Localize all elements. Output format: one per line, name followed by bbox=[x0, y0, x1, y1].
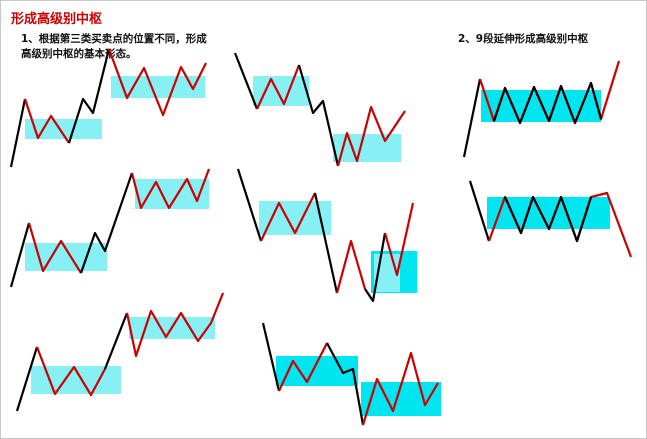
trend-segment-up bbox=[107, 48, 207, 117]
pattern-5 bbox=[15, 292, 225, 412]
pattern-1 bbox=[9, 48, 207, 168]
trend-segment-down bbox=[9, 222, 31, 288]
pattern-2 bbox=[233, 52, 406, 167]
note-basic-forms-line1: 1、根据第三类买卖点的位置不同，形成 bbox=[21, 33, 207, 45]
trend-segment-down bbox=[364, 232, 387, 303]
trend-segment-down bbox=[297, 64, 340, 167]
pattern-6 bbox=[261, 322, 441, 426]
pattern-nine-segment-up bbox=[462, 60, 621, 158]
trend-segment-down bbox=[79, 172, 134, 274]
trend-segment-down bbox=[462, 78, 482, 158]
trend-segment-up bbox=[23, 98, 70, 144]
trend-segment-up bbox=[35, 346, 106, 397]
segment-connector bbox=[503, 195, 593, 243]
trend-segment-up bbox=[336, 105, 406, 167]
trend-segment-up bbox=[383, 202, 415, 277]
pivot-zone bbox=[487, 197, 610, 229]
trend-segment-up bbox=[130, 168, 211, 210]
trend-segment-down bbox=[103, 312, 129, 370]
trend-segment-up bbox=[260, 192, 316, 242]
pivot-zone bbox=[111, 76, 205, 98]
diagram-title: 形成高级别中枢 bbox=[11, 12, 103, 27]
trend-segment-up bbox=[256, 64, 301, 110]
trend-segment-down bbox=[9, 98, 27, 168]
trend-segment-up bbox=[125, 292, 225, 358]
trend-segment-down bbox=[236, 168, 263, 242]
trend-segment-down bbox=[313, 192, 339, 294]
trend-segment-down bbox=[261, 322, 281, 392]
trend-segment-down bbox=[233, 52, 259, 110]
pattern-3 bbox=[9, 168, 211, 288]
trend-segment-up bbox=[361, 351, 439, 426]
trend-segment-up bbox=[278, 342, 328, 392]
trend-segment-up bbox=[335, 239, 367, 294]
trend-segment-down bbox=[67, 48, 111, 144]
trend-segment-down bbox=[326, 342, 365, 426]
pivot-zone bbox=[25, 119, 102, 139]
note-nine-segment: 2、9段延伸形成高级别中枢 bbox=[458, 33, 589, 45]
trend-segment-up bbox=[27, 222, 82, 274]
trend-segment-down bbox=[15, 346, 39, 412]
segment-connector bbox=[492, 81, 603, 125]
pattern-nine-segment-down bbox=[468, 180, 633, 258]
pattern-4 bbox=[236, 168, 417, 303]
trend-segment-down bbox=[468, 180, 491, 242]
pivot-zone bbox=[253, 76, 309, 106]
